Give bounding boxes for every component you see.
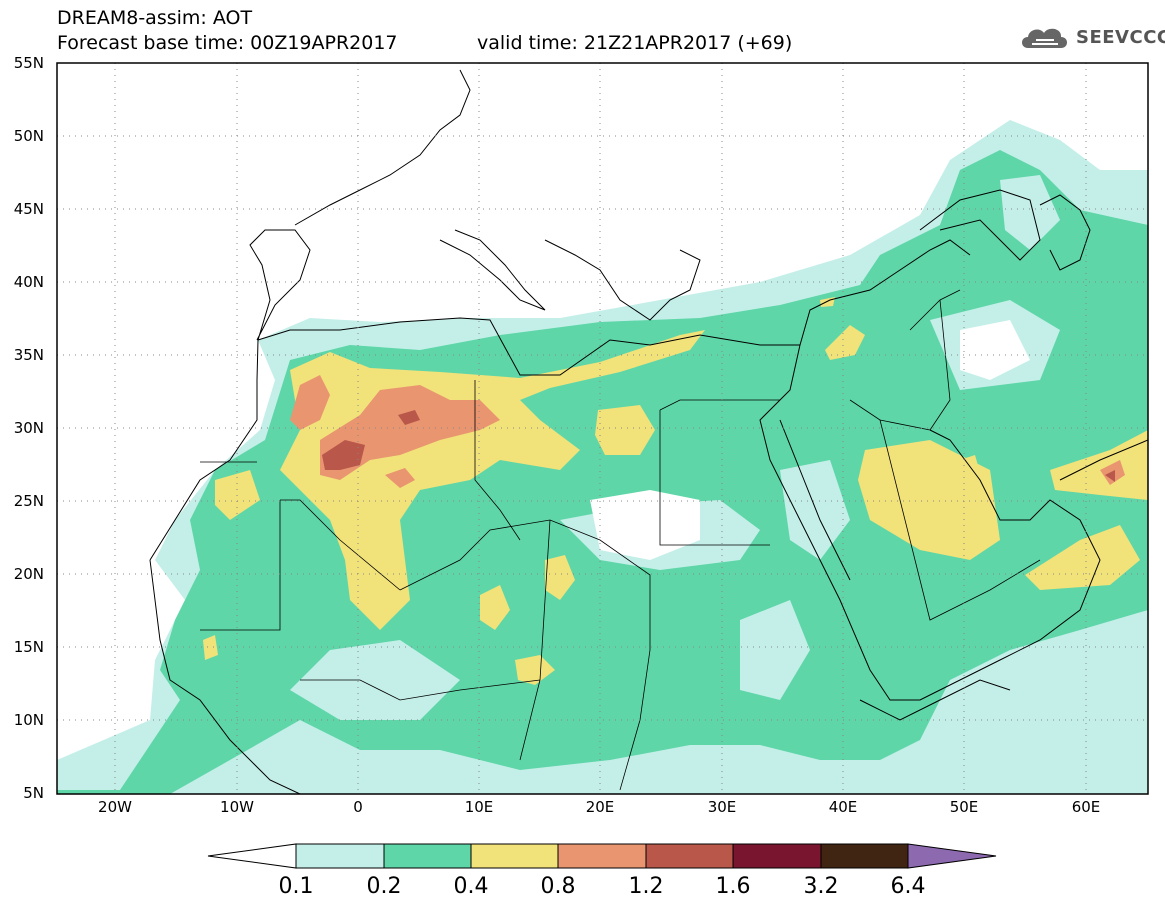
colorbar-under-triangle [207, 843, 297, 869]
lon-label: 50E [950, 798, 979, 816]
lat-label: 25N [14, 492, 44, 510]
colorbar-label: 1.6 [716, 874, 751, 899]
aot-band-1.2 [322, 440, 365, 470]
colorbar-swatch [732, 843, 822, 869]
base-time: Forecast base time: 00Z19APR2017 [57, 32, 398, 54]
lat-label: 20N [14, 565, 44, 583]
lon-label: 30E [708, 798, 737, 816]
colorbar-label: 6.4 [891, 874, 926, 899]
colorbar-swatch [295, 843, 385, 869]
aot-band-0.8 [290, 375, 330, 430]
valid-time: valid time: 21Z21APR2017 (+69) [477, 32, 793, 54]
colorbar-swatch [470, 843, 559, 869]
lat-label: 40N [14, 273, 44, 291]
colorbar [207, 843, 997, 869]
lat-label: 5N [23, 784, 44, 802]
colorbar-swatch [820, 843, 909, 869]
lon-label: 10W [220, 798, 254, 816]
colorbar-label: 0.8 [541, 874, 576, 899]
colorbar-labels: 0.1 0.2 0.4 0.8 1.2 1.6 3.2 6.4 [279, 874, 926, 899]
lon-label: 60E [1072, 798, 1101, 816]
forecast-times: Forecast base time: 00Z19APR2017 valid ti… [57, 32, 792, 54]
colorbar-over-triangle [907, 843, 997, 869]
lat-label: 55N [14, 54, 44, 72]
seevccc-logo: SEEVCCC [1018, 22, 1165, 52]
colorbar-swatch [557, 843, 647, 869]
colorbar-label: 3.2 [804, 874, 839, 899]
colorbar-label: 0.4 [454, 874, 489, 899]
map-title: DREAM8-assim: AOT [57, 7, 253, 29]
lat-label: 45N [14, 200, 44, 218]
lat-label: 10N [14, 711, 44, 729]
longitude-labels: 20W 10W 0 10E 20E 30E 40E 50E 60E [98, 798, 1100, 816]
lon-label: 40E [829, 798, 858, 816]
latitude-labels: 55N 50N 45N 40N 35N 30N 25N 20N 15N 10N … [14, 54, 44, 802]
aot-shading [57, 120, 1148, 794]
logo-text: SEEVCCC [1076, 26, 1165, 48]
colorbar-swatch [645, 843, 734, 869]
cloud-icon [1022, 28, 1067, 48]
colorbar-label: 1.2 [629, 874, 664, 899]
map-frame [56, 62, 1149, 795]
lat-label: 35N [14, 346, 44, 364]
coastlines [149, 69, 1148, 794]
colorbar-label: 0.1 [279, 874, 314, 899]
lon-label: 0 [353, 798, 363, 816]
lat-label: 30N [14, 419, 44, 437]
lon-label: 20W [98, 798, 132, 816]
aot-band-0.2 [57, 150, 1148, 794]
lon-label: 10E [465, 798, 494, 816]
lon-label: 20E [586, 798, 615, 816]
country-borders [200, 289, 1041, 791]
colorbar-swatch [383, 843, 472, 869]
lat-label: 50N [14, 127, 44, 145]
colorbar-label: 0.2 [367, 874, 402, 899]
lat-label: 15N [14, 638, 44, 656]
